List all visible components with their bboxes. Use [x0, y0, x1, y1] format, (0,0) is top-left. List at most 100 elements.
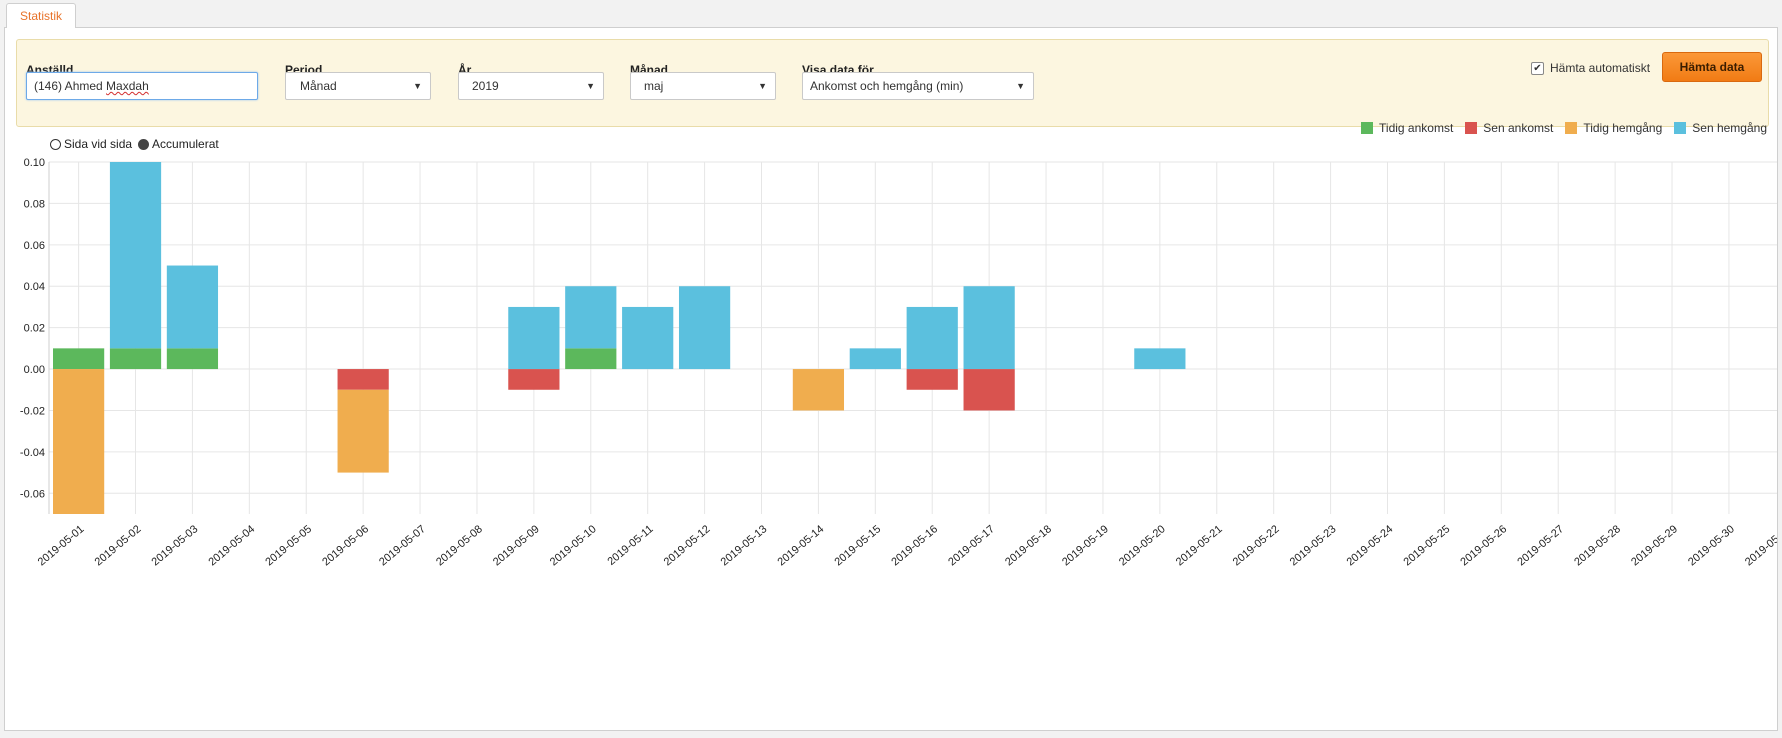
- legend-swatch: [1465, 122, 1478, 134]
- year-select[interactable]: 2019 ▼: [458, 72, 604, 100]
- x-tick-label: 2019-05-12: [662, 523, 713, 568]
- y-tick-label: 0.04: [24, 281, 45, 293]
- radio-filled-icon: [138, 138, 150, 150]
- month-value: maj: [644, 79, 664, 93]
- bar-sen-hemg-ng: [508, 306, 560, 370]
- radio-empty-icon: [50, 138, 61, 150]
- bar-sen-hemg-ng: [963, 286, 1015, 370]
- bar-sen-ankomst: [337, 369, 389, 390]
- legend-label: Sen ankomst: [1483, 121, 1554, 135]
- x-tick-label: 2019-05-09: [491, 523, 542, 568]
- legend-item-early-leave[interactable]: Tidig hemgång: [1565, 121, 1662, 135]
- bar-sen-ankomst: [963, 369, 1015, 411]
- x-tick-label: 2019-05-01: [36, 523, 87, 568]
- auto-fetch-toggle[interactable]: ✔ Hämta automatiskt: [1531, 61, 1650, 75]
- x-tick-label: 2019-05-06: [320, 523, 371, 568]
- x-tick-label: 2019-05-20: [1117, 523, 1168, 568]
- x-tick-label: 2019-05-07: [377, 523, 428, 568]
- fetch-data-button[interactable]: Hämta data: [1662, 52, 1762, 82]
- x-tick-label: 2019-05-18: [1003, 523, 1054, 568]
- period-select[interactable]: Månad ▼: [285, 72, 431, 100]
- x-tick-label: 2019-05-16: [889, 523, 940, 568]
- bar-tidig-ankomst: [53, 348, 105, 370]
- tab-statistik[interactable]: Statistik: [6, 3, 77, 28]
- x-tick-label: 2019-05-04: [206, 523, 257, 568]
- x-tick-label: 2019-05-13: [719, 523, 770, 568]
- y-tick-label: 0.10: [24, 157, 45, 169]
- x-tick-label: 2019-05-22: [1231, 523, 1282, 568]
- legend-item-late-leave[interactable]: Sen hemgång: [1674, 121, 1767, 135]
- legend-item-early-arrival[interactable]: Tidig ankomst: [1361, 121, 1453, 135]
- x-tick-label: 2019-05-28: [1572, 523, 1623, 568]
- x-tick-label: 2019-05-31: [1743, 523, 1777, 568]
- employee-value-surname: Maxdah: [106, 79, 149, 93]
- show-data-value: Ankomst och hemgång (min): [810, 79, 964, 93]
- bar-sen-hemg-ng: [906, 306, 958, 370]
- x-tick-label: 2019-05-14: [776, 523, 827, 568]
- radio-side-by-side-label: Sida vid sida: [64, 137, 133, 151]
- bar-sen-hemg-ng: [849, 348, 901, 370]
- view-mode-radios: Sida vid sida Accumulerat: [50, 137, 219, 151]
- y-tick-label: 0.00: [24, 364, 45, 376]
- month-select[interactable]: maj ▼: [630, 72, 776, 100]
- y-tick-label: 0.06: [24, 240, 45, 252]
- chevron-down-icon: ▼: [758, 81, 767, 91]
- radio-accumulated-label: Accumulerat: [152, 137, 219, 151]
- y-tick-label: -0.02: [20, 405, 45, 417]
- y-tick-label: 0.08: [24, 198, 45, 210]
- bar-sen-ankomst: [508, 369, 560, 390]
- x-tick-label: 2019-05-29: [1629, 523, 1680, 568]
- chevron-down-icon: ▼: [586, 81, 595, 91]
- y-tick-label: -0.06: [20, 488, 45, 500]
- bar-tidig-hemg-ng: [337, 389, 389, 473]
- radio-accumulated[interactable]: Accumulerat: [138, 137, 219, 151]
- bar-tidig-hemg-ng: [792, 369, 845, 411]
- filter-bar: Anställd (146) Ahmed Maxdah Period Månad…: [16, 39, 1769, 127]
- radio-side-by-side[interactable]: Sida vid sida: [50, 137, 132, 151]
- bar-tidig-ankomst: [166, 348, 219, 370]
- period-value: Månad: [300, 79, 337, 93]
- x-tick-label: 2019-05-24: [1345, 523, 1396, 568]
- x-tick-label: 2019-05-02: [93, 523, 144, 568]
- x-tick-label: 2019-05-10: [548, 523, 599, 568]
- x-tick-label: 2019-05-05: [263, 523, 314, 568]
- x-tick-label: 2019-05-25: [1401, 523, 1452, 568]
- chevron-down-icon: ▼: [413, 81, 422, 91]
- bar-tidig-ankomst: [565, 348, 617, 370]
- x-tick-label: 2019-05-11: [605, 523, 655, 568]
- x-tick-label: 2019-05-08: [434, 523, 485, 568]
- chart-legend: Tidig ankomst Sen ankomst Tidig hemgång …: [1361, 121, 1767, 135]
- x-tick-label: 2019-05-30: [1686, 523, 1737, 568]
- employee-value-prefix: (146) Ahmed: [34, 79, 107, 93]
- auto-fetch-label: Hämta automatiskt: [1550, 61, 1651, 75]
- bar-tidig-ankomst: [109, 348, 162, 370]
- chevron-down-icon: ▼: [1016, 81, 1025, 91]
- x-tick-label: 2019-05-17: [946, 523, 997, 568]
- employee-input[interactable]: (146) Ahmed Maxdah: [26, 72, 258, 100]
- bar-sen-hemg-ng: [166, 265, 219, 349]
- legend-swatch: [1674, 122, 1687, 134]
- bar-sen-ankomst: [906, 369, 958, 390]
- auto-fetch-checkbox[interactable]: ✔: [1531, 61, 1544, 75]
- x-tick-label: 2019-05-19: [1060, 523, 1111, 568]
- bar-sen-hemg-ng: [565, 286, 617, 349]
- statistics-panel: Anställd (146) Ahmed Maxdah Period Månad…: [4, 27, 1778, 731]
- y-tick-label: 0.02: [24, 323, 45, 335]
- bar-sen-hemg-ng: [622, 306, 674, 370]
- legend-label: Tidig ankomst: [1379, 121, 1454, 135]
- year-value: 2019: [472, 79, 499, 93]
- legend-swatch: [1565, 122, 1578, 134]
- legend-label: Tidig hemgång: [1583, 121, 1663, 135]
- bar-sen-hemg-ng: [1134, 348, 1186, 370]
- legend-swatch: [1361, 122, 1374, 134]
- stacked-bar-chart: 0.10 0.08 0.06 0.04 0.02 0.00 -0.02 -0.04 -0.06 2…: [20, 157, 1777, 568]
- x-tick-label: 2019-05-03: [150, 523, 201, 568]
- x-tick-label: 2019-05-21: [1174, 523, 1225, 568]
- bar-sen-hemg-ng: [109, 162, 162, 349]
- x-tick-label: 2019-05-27: [1515, 523, 1566, 568]
- bar-tidig-hemg-ng: [53, 369, 105, 514]
- show-data-select[interactable]: Ankomst och hemgång (min) ▼: [802, 72, 1034, 100]
- y-tick-label: -0.04: [20, 447, 45, 459]
- bar-sen-hemg-ng: [678, 286, 731, 370]
- legend-item-late-arrival[interactable]: Sen ankomst: [1465, 121, 1553, 135]
